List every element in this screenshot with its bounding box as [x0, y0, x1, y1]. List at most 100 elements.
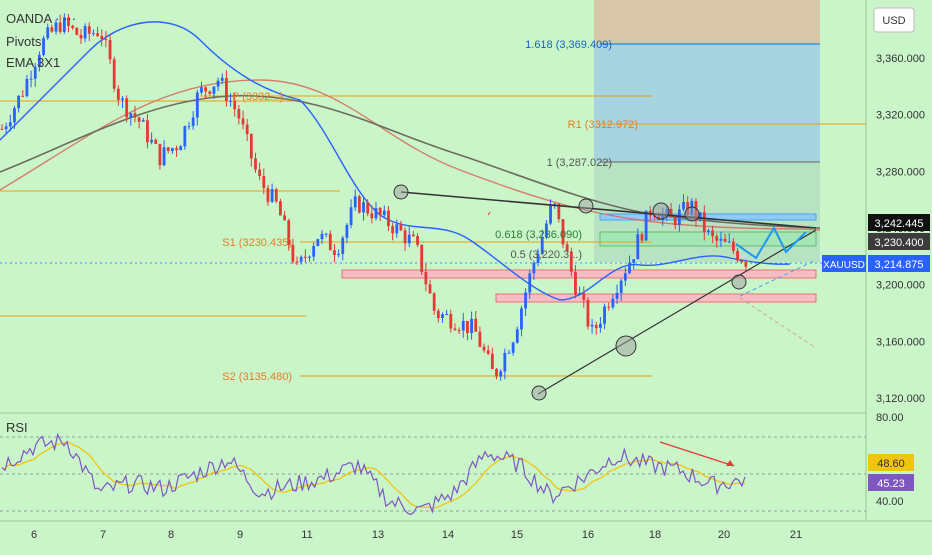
candle-body — [83, 26, 87, 39]
fib-projection-box — [594, 44, 820, 162]
candle-body — [590, 324, 594, 327]
fib-label-1618: 1.618 (3,369.409) — [525, 39, 612, 51]
price-tag-1 — [868, 214, 930, 231]
candle-body — [183, 126, 187, 147]
swing-circle — [652, 202, 670, 220]
candle-body — [50, 27, 54, 32]
candle-body — [225, 77, 228, 101]
rsi-value-2: 45.23 — [877, 478, 905, 490]
candle-body — [503, 352, 507, 372]
candle-body — [29, 78, 33, 80]
x-tick-label: 15 — [511, 529, 523, 541]
candle-body — [158, 143, 162, 166]
candle-body — [187, 125, 191, 127]
candle-body — [403, 230, 407, 244]
candle-body — [528, 273, 532, 293]
indicator-pivots: Pivots — [6, 34, 42, 49]
rsi-ma-line — [1, 441, 745, 510]
candle-body — [607, 306, 611, 308]
x-tick-label: 14 — [442, 529, 454, 541]
candle-body — [362, 202, 365, 213]
candle-body — [8, 122, 12, 127]
candle-body — [116, 88, 120, 100]
swing-circle — [615, 335, 637, 357]
candle-body — [740, 260, 744, 262]
candle-body — [79, 34, 83, 39]
symbol-title: OANDA · ··· — [6, 11, 76, 26]
candle-body — [67, 17, 70, 26]
candle-body — [46, 27, 50, 39]
candle-body — [399, 224, 403, 231]
candle-body — [374, 208, 378, 219]
x-tick-label: 13 — [372, 529, 384, 541]
candle-body — [615, 292, 619, 299]
candle-body — [432, 293, 436, 311]
x-axis-ticks: 6 7 8 9 11 13 14 15 16 18 20 21 — [31, 529, 802, 541]
candle-body — [216, 80, 220, 87]
y-tick-label: 3,280.000 — [876, 166, 925, 178]
candle-body — [574, 271, 577, 295]
candle-body — [569, 251, 573, 272]
candle-body — [441, 314, 444, 318]
candle-body — [42, 38, 45, 55]
candle-body — [212, 86, 216, 94]
fib-label-0618: 0.618 (3,236.090) — [495, 229, 582, 241]
candle-body — [387, 210, 390, 227]
rsi-value-1-tag — [868, 454, 914, 471]
candle-body — [416, 236, 419, 245]
candle-body — [92, 33, 95, 35]
candle-body — [424, 271, 428, 285]
candle-body — [229, 100, 232, 102]
fib-label-1: 1 (3,287.022) — [547, 157, 612, 169]
ema-mid — [0, 79, 821, 231]
y-tick-label: 3,160.000 — [876, 336, 925, 348]
candle-body — [707, 230, 710, 233]
candle-body — [125, 98, 129, 118]
candle-body — [146, 120, 149, 143]
rsi-divergence-line — [659, 441, 735, 467]
rsi-divergence-arrow — [726, 460, 734, 466]
current-price-text: 3,214.875 — [875, 259, 924, 271]
candle-body — [71, 25, 75, 28]
candle-body — [241, 118, 245, 125]
candle-body — [582, 293, 586, 300]
candle-body — [137, 117, 141, 122]
target-zone-box — [594, 0, 820, 44]
candle-body — [162, 147, 166, 166]
candle-body — [677, 209, 681, 226]
candle-body — [507, 352, 511, 354]
candle-body — [270, 189, 274, 202]
candle-body — [636, 234, 640, 260]
candle-body — [266, 188, 270, 202]
ema-fast — [0, 21, 791, 301]
candle-body — [154, 139, 158, 144]
candle-body — [324, 233, 328, 235]
currency-badge[interactable] — [873, 7, 915, 33]
candle-body — [428, 284, 432, 294]
x-tick-label: 21 — [790, 529, 802, 541]
candle-body — [540, 237, 544, 255]
candle-body — [611, 298, 615, 308]
candle-body — [561, 219, 565, 245]
candle-body — [445, 313, 449, 315]
y-tick-label: 3,120.000 — [876, 393, 925, 405]
candle-body — [299, 256, 303, 262]
rsi-value-1: 48.60 — [877, 458, 905, 470]
trendline-lower — [537, 229, 817, 395]
candle-body — [17, 95, 21, 109]
candle-body — [75, 27, 79, 35]
candle-body — [295, 261, 299, 263]
candle-body — [466, 320, 469, 334]
candle-body — [320, 233, 324, 240]
candle-body — [204, 87, 208, 92]
swing-circle — [578, 198, 594, 214]
fib-label-05: 0.5 (3,220.3...) — [510, 249, 582, 261]
candle-body — [208, 91, 212, 94]
candle-body — [553, 203, 557, 206]
candle-body — [21, 95, 25, 97]
y-tick-label: 3,200.000 — [876, 280, 925, 292]
candle-body — [150, 139, 153, 143]
candle-body — [628, 262, 631, 274]
candle-body — [312, 245, 316, 257]
